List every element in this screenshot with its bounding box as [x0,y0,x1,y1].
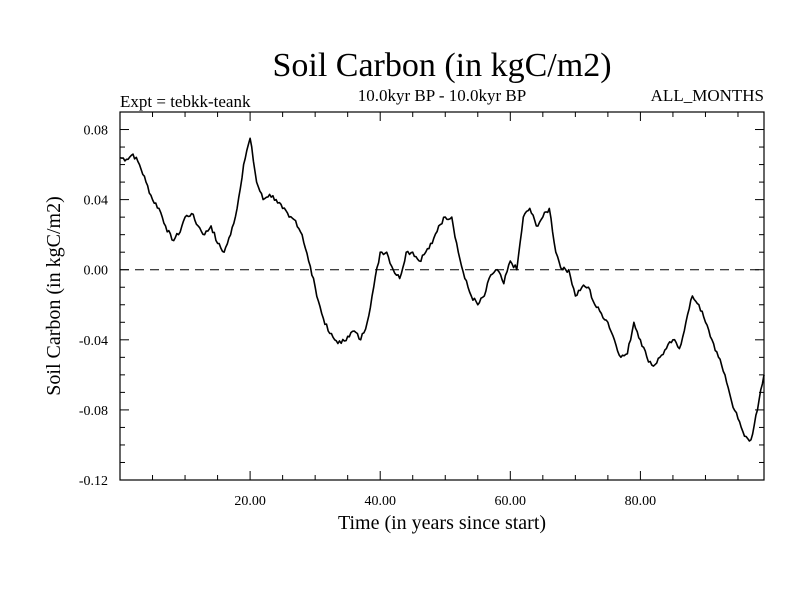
y-tick-label: -0.04 [79,334,108,349]
axis-ticks [120,111,764,481]
chart-title: Soil Carbon (in kgC/m2) [272,47,611,84]
tick-labels: 20.00 40.00 60.00 80.00 0.08 0.04 0.00 -0.04 -0.… [79,124,656,509]
x-tick-label: 20.00 [234,494,266,509]
chart-subtitle: 10.0kyr BP - 10.0kyr BP [358,86,526,105]
y-tick-label: 0.04 [84,194,109,209]
plot-frame [119,111,765,481]
y-tick-label: -0.12 [79,474,108,489]
x-axis-title: Time (in years since start) [338,512,546,534]
x-tick-label: 80.00 [625,494,657,509]
soil-carbon-series-line [119,137,765,442]
y-tick-label: -0.08 [79,404,108,419]
expt-label: Expt = tebkk-teank [120,92,251,111]
x-tick-label: 60.00 [495,494,527,509]
y-tick-label: 0.08 [84,124,109,139]
y-tick-label: 0.00 [84,264,109,279]
x-tick-label: 40.00 [364,494,396,509]
y-axis-title: Soil Carbon (in kgC/m2) [43,196,65,395]
months-label: ALL_MONTHS [651,86,764,105]
